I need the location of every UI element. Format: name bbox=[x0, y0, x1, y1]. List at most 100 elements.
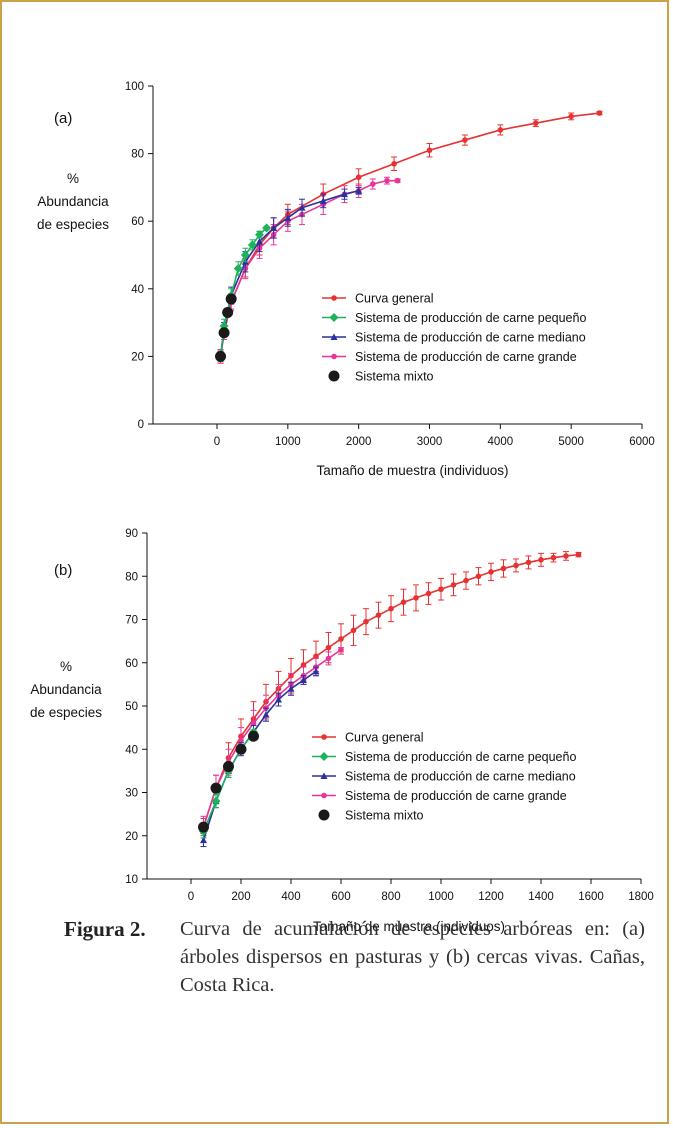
data-point bbox=[300, 676, 307, 684]
data-point bbox=[250, 720, 257, 727]
y-axis-label: Abundancia bbox=[37, 194, 109, 209]
y-axis-label: de especies bbox=[37, 217, 109, 232]
y-tick-label: 60 bbox=[131, 216, 144, 228]
data-point bbox=[596, 110, 603, 116]
y-tick-label: 50 bbox=[125, 701, 138, 713]
data-point bbox=[223, 761, 234, 773]
legend-marker bbox=[320, 772, 328, 779]
data-point bbox=[338, 636, 344, 642]
data-point bbox=[550, 554, 557, 561]
y-tick-label: 80 bbox=[125, 571, 138, 583]
y-tick-label: 70 bbox=[125, 615, 138, 627]
legend-entry: Sistema de producción de carne mediano bbox=[355, 331, 586, 345]
x-tick-label: 200 bbox=[231, 891, 250, 903]
y-tick-label: 0 bbox=[138, 419, 144, 431]
legend-marker bbox=[331, 295, 337, 301]
legend-marker bbox=[318, 809, 330, 821]
data-point bbox=[218, 327, 230, 339]
data-point bbox=[225, 293, 237, 305]
data-point bbox=[313, 653, 319, 660]
data-point bbox=[338, 646, 344, 653]
data-point bbox=[370, 181, 376, 187]
legend-marker bbox=[330, 333, 338, 340]
x-axis-label: Tamaño de muestra (individuos) bbox=[313, 919, 505, 934]
data-point bbox=[240, 250, 250, 260]
legend-entry: Sistema mixto bbox=[345, 809, 424, 823]
data-point bbox=[235, 743, 247, 755]
legend-entry: Sistema de producción de carne pequeño bbox=[355, 311, 586, 325]
x-tick-label: 1000 bbox=[428, 891, 454, 903]
data-point bbox=[532, 120, 539, 126]
legend-entry: Curva general bbox=[355, 292, 434, 306]
data-point bbox=[325, 644, 332, 651]
data-point bbox=[198, 821, 209, 833]
data-point bbox=[262, 223, 272, 233]
series-mixto bbox=[198, 730, 259, 833]
panel-label: (b) bbox=[54, 562, 72, 579]
data-point bbox=[350, 627, 357, 634]
data-point bbox=[355, 174, 362, 181]
legend: Curva general Sistema de producción de ca… bbox=[322, 292, 586, 384]
data-point bbox=[394, 177, 401, 184]
x-tick-label: 1800 bbox=[628, 891, 654, 903]
data-point bbox=[525, 559, 532, 566]
data-point bbox=[575, 551, 582, 558]
data-point bbox=[488, 569, 494, 575]
series-line bbox=[219, 190, 359, 357]
data-point bbox=[425, 590, 432, 597]
data-point bbox=[238, 737, 244, 744]
x-tick-label: 1400 bbox=[528, 891, 554, 903]
figure-label: Figura 2. bbox=[64, 917, 146, 941]
data-point bbox=[256, 237, 263, 245]
series-line bbox=[202, 649, 342, 828]
y-axis-label: % bbox=[60, 659, 72, 674]
data-point bbox=[270, 224, 278, 231]
data-point bbox=[426, 147, 433, 154]
y-tick-label: 100 bbox=[125, 81, 144, 93]
data-point bbox=[463, 577, 469, 584]
y-tick-label: 20 bbox=[125, 831, 138, 843]
data-point bbox=[312, 667, 320, 675]
data-point bbox=[438, 586, 444, 593]
data-point bbox=[287, 685, 295, 692]
figure-caption: Figura 2. Curva de acumulación de especi… bbox=[64, 915, 645, 996]
data-point bbox=[319, 197, 327, 204]
data-point bbox=[400, 599, 407, 605]
x-tick-label: 6000 bbox=[629, 436, 655, 448]
x-tick-label: 800 bbox=[381, 891, 400, 903]
data-point bbox=[255, 230, 264, 240]
data-point bbox=[275, 696, 282, 703]
legend-entry: Sistema de producción de carne mediano bbox=[345, 770, 576, 784]
data-point bbox=[341, 190, 348, 198]
data-point bbox=[325, 655, 332, 662]
data-point bbox=[200, 836, 207, 844]
x-tick-label: 600 bbox=[331, 891, 350, 903]
data-point bbox=[384, 177, 390, 184]
data-point bbox=[284, 214, 292, 221]
data-point bbox=[363, 618, 369, 625]
data-point bbox=[497, 127, 504, 133]
data-point bbox=[298, 204, 306, 211]
y-tick-label: 60 bbox=[125, 658, 138, 670]
series-grande bbox=[200, 646, 344, 839]
data-point bbox=[563, 553, 569, 559]
figure-caption-text: Curva de acumulación de especies arbórea… bbox=[180, 918, 645, 996]
legend-entry: Sistema de producción de carne pequeño bbox=[345, 750, 576, 764]
series-mediano bbox=[200, 666, 320, 848]
data-point bbox=[262, 711, 270, 718]
legend-marker bbox=[331, 353, 337, 360]
data-point bbox=[462, 137, 468, 143]
legend-marker bbox=[329, 313, 339, 322]
data-point bbox=[233, 264, 243, 274]
data-point bbox=[300, 662, 307, 668]
x-tick-label: 1000 bbox=[275, 436, 301, 448]
y-tick-label: 90 bbox=[125, 528, 138, 540]
x-tick-label: 0 bbox=[188, 891, 194, 903]
y-tick-label: 80 bbox=[131, 149, 144, 161]
y-tick-label: 40 bbox=[125, 744, 138, 756]
x-tick-label: 0 bbox=[214, 436, 220, 448]
legend: Curva general Sistema de producción de ca… bbox=[312, 731, 576, 823]
